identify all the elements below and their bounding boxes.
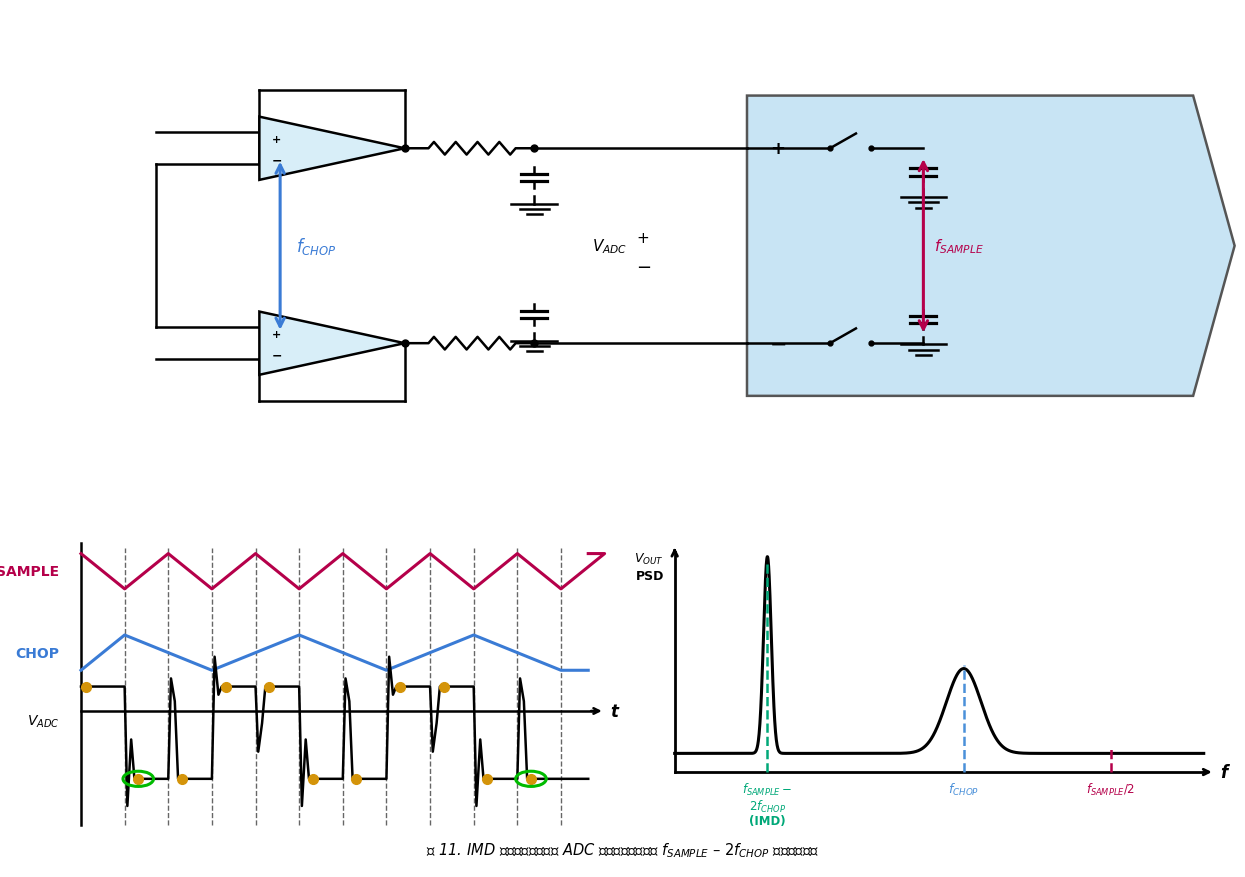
Text: +: + xyxy=(271,135,281,145)
Text: +: + xyxy=(637,231,650,246)
Polygon shape xyxy=(259,312,405,375)
Polygon shape xyxy=(259,118,405,181)
Text: 图 11. IMD 的一个示例，其中 ADC 对毛刺采样，并在 $f_{SAMPLE}$ – $2f_{CHOP}$ 处引起混叠。: 图 11. IMD 的一个示例，其中 ADC 对毛刺采样，并在 $f_{SAMP… xyxy=(426,841,819,859)
Text: −: − xyxy=(636,259,651,276)
Text: SAMPLE: SAMPLE xyxy=(0,565,60,579)
Text: $f_{CHOP}$: $f_{CHOP}$ xyxy=(296,236,336,257)
Text: −: − xyxy=(769,334,787,353)
Text: −: − xyxy=(271,154,283,168)
Text: +: + xyxy=(271,330,281,339)
Text: $V_{OUT}$: $V_{OUT}$ xyxy=(634,551,664,567)
Text: (IMD): (IMD) xyxy=(749,815,786,828)
Text: t: t xyxy=(610,702,618,720)
Text: $2f_{CHOP}$: $2f_{CHOP}$ xyxy=(749,797,786,814)
Text: $f_{SAMPLE}/2$: $f_{SAMPLE}/2$ xyxy=(1087,781,1135,796)
Polygon shape xyxy=(747,96,1235,396)
Text: CHOP: CHOP xyxy=(15,645,60,660)
Text: $f_{SAMPLE}$: $f_{SAMPLE}$ xyxy=(934,237,984,256)
Text: $V_{ADC}$: $V_{ADC}$ xyxy=(27,712,60,729)
Text: +: + xyxy=(771,140,786,158)
Text: f: f xyxy=(1220,763,1228,781)
Text: $f_{CHOP}$: $f_{CHOP}$ xyxy=(949,781,980,796)
Text: PSD: PSD xyxy=(635,569,664,582)
Text: $V_{ADC}$: $V_{ADC}$ xyxy=(593,237,627,256)
Text: −: − xyxy=(271,349,283,362)
Text: $f_{SAMPLE}-$: $f_{SAMPLE}-$ xyxy=(742,781,792,796)
